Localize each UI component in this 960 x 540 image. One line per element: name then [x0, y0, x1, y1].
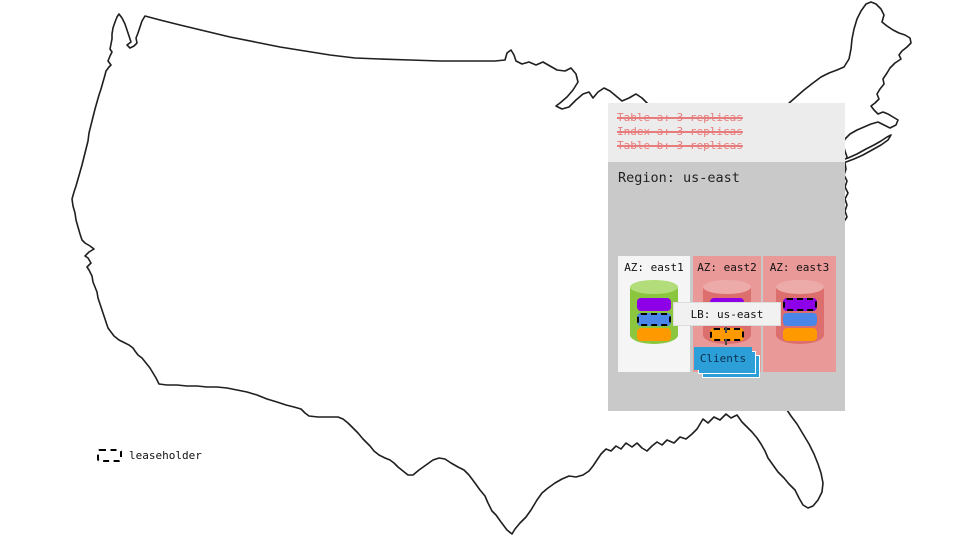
policy-line-table-a: Table a: 3 replicas [617, 111, 743, 124]
az-east3-node-cylinder [775, 280, 824, 344]
replica-orange-bar [637, 328, 671, 341]
region-panel: Table a: 3 replicas Index a: 3 replicas … [608, 103, 845, 411]
legend: leaseholder [97, 449, 202, 462]
policy-line-index-a: Index a: 3 replicas [617, 125, 743, 138]
leaseholder-swatch-icon [97, 449, 122, 462]
leaseholder-purple-bar [782, 298, 817, 311]
replica-orange-bar [782, 328, 817, 341]
az-east3-box: AZ: east3 [763, 256, 836, 372]
clients-stack: Clients [694, 347, 764, 381]
policy-line-table-b: Table b: 3 replicas [617, 139, 743, 152]
legend-label: leaseholder [129, 449, 202, 462]
zone-config-policies: Table a: 3 replicas Index a: 3 replicas … [608, 103, 845, 162]
replica-purple-bar [637, 298, 671, 311]
az-east1-node-cylinder [630, 280, 678, 344]
leaseholder-blue-bar [637, 313, 671, 326]
az-east2-label: AZ: east2 [697, 261, 757, 274]
az-east3-label: AZ: east3 [769, 261, 830, 274]
long-island-outline [838, 134, 892, 164]
load-balancer-box: LB: us-east [673, 302, 781, 326]
az-east3-replicas [776, 296, 824, 341]
az-east1-replicas [630, 296, 678, 341]
replica-blue-bar [782, 313, 817, 326]
region-title: Region: us-east [618, 170, 740, 186]
lb-clients-dashed-connector [725, 327, 727, 345]
clients-box: Clients [694, 347, 752, 370]
az-east1-label: AZ: east1 [624, 261, 684, 274]
leaseholder-orange-bar [710, 328, 744, 341]
